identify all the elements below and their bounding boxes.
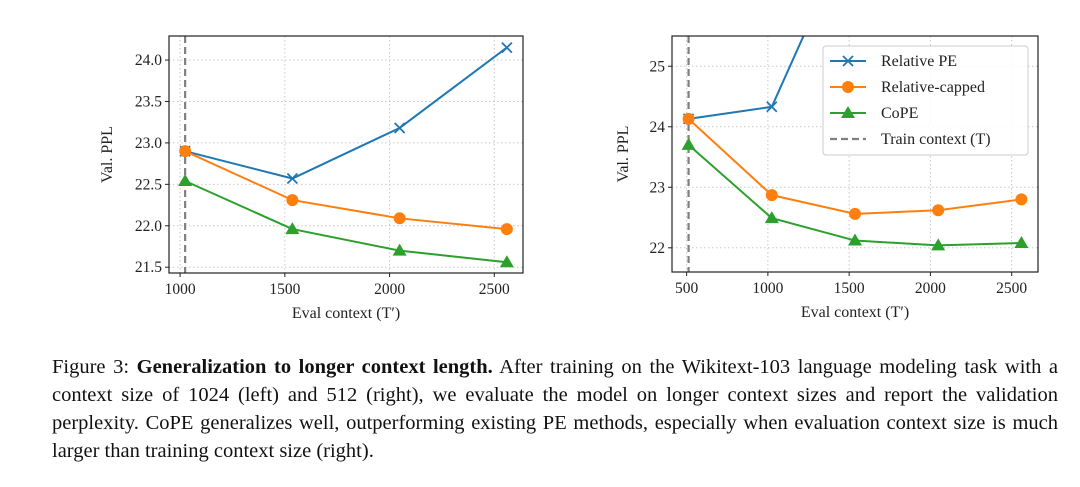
y-axis-label: Val. PPL bbox=[99, 126, 116, 183]
y-tick-label: 24.0 bbox=[135, 52, 162, 69]
legend-label: Train context (T) bbox=[881, 131, 991, 148]
x-tick-label: 2000 bbox=[915, 280, 946, 297]
data-point bbox=[500, 223, 513, 236]
data-point bbox=[932, 204, 945, 217]
y-tick-label: 23.0 bbox=[135, 135, 162, 152]
x-tick-label: 500 bbox=[675, 280, 699, 297]
data-point bbox=[1015, 193, 1028, 206]
data-point bbox=[179, 145, 192, 158]
x-axis-label: Eval context (T′) bbox=[292, 305, 400, 322]
x-tick-label: 1000 bbox=[165, 281, 196, 298]
data-point bbox=[1014, 235, 1029, 248]
legend-box bbox=[822, 45, 1029, 156]
data-point bbox=[501, 41, 513, 54]
axes-frame bbox=[168, 35, 524, 274]
caption-body: After training on the Wikitext-103 langu… bbox=[52, 356, 1059, 462]
x-tick-label: 2500 bbox=[996, 280, 1027, 297]
series-cope bbox=[178, 174, 514, 268]
data-point bbox=[393, 212, 406, 225]
data-point bbox=[931, 238, 946, 251]
data-point bbox=[286, 194, 299, 207]
series-line bbox=[687, 144, 1022, 247]
data-point bbox=[286, 172, 299, 185]
series-cope bbox=[681, 137, 1029, 251]
legend-marker bbox=[842, 81, 854, 93]
x-tick-label: 1500 bbox=[834, 280, 865, 297]
series-line bbox=[184, 180, 507, 264]
y-tick-label: 24 bbox=[650, 119, 666, 136]
data-point bbox=[765, 189, 778, 202]
data-point bbox=[682, 112, 695, 125]
y-tick-label: 22.5 bbox=[135, 176, 162, 193]
y-tick-label: 23 bbox=[650, 179, 666, 196]
x-tick-label: 2000 bbox=[374, 281, 405, 298]
chart-right: 500 1000 1500 2000 2500 22 23 24 25 Eval context … bbox=[615, 35, 1039, 321]
y-tick-label: 22 bbox=[650, 240, 666, 257]
data-point bbox=[764, 211, 779, 224]
caption-label: Figure 3: bbox=[52, 356, 130, 378]
axes-frame bbox=[671, 35, 1039, 273]
series-relative-capped bbox=[179, 145, 513, 236]
series-line bbox=[184, 150, 507, 231]
legend-label: Relative-capped bbox=[881, 79, 985, 96]
data-point bbox=[766, 101, 778, 113]
y-tick-label: 22.0 bbox=[135, 218, 162, 235]
plot-area bbox=[178, 41, 514, 268]
series-relative-pe bbox=[179, 41, 513, 185]
x-tick-label: 1500 bbox=[269, 281, 300, 298]
series-line bbox=[184, 46, 508, 180]
data-point bbox=[499, 255, 514, 268]
legend-marker bbox=[842, 55, 854, 67]
legend-label: Relative PE bbox=[881, 53, 957, 70]
data-point bbox=[681, 137, 696, 150]
x-tick-label: 1000 bbox=[752, 280, 783, 297]
data-point bbox=[849, 207, 861, 220]
chart-left: 1000 1500 2000 2500 21.5 22.0 22.5 23.0 23.5 24.0… bbox=[99, 35, 524, 322]
legend: Relative PE Relative-capped CoPE Train cont… bbox=[822, 45, 1029, 156]
y-tick-label: 25 bbox=[650, 58, 666, 75]
data-point bbox=[392, 243, 407, 256]
x-axis-label: Eval context (T′) bbox=[801, 304, 909, 321]
x-tick-label: 2500 bbox=[479, 281, 510, 298]
series-relative-capped bbox=[682, 112, 1028, 220]
data-point bbox=[848, 233, 862, 246]
y-tick-label: 23.5 bbox=[135, 93, 162, 110]
legend-label: CoPE bbox=[881, 105, 918, 122]
figure: 1000 1500 2000 2500 21.5 22.0 22.5 23.0 23.5 24.0… bbox=[99, 35, 1039, 322]
y-tick-label: 21.5 bbox=[135, 259, 162, 276]
caption-title: Generalization to longer context length. bbox=[136, 356, 493, 378]
data-point bbox=[285, 222, 300, 235]
y-axis-label: Val. PPL bbox=[615, 126, 632, 183]
figure-caption: Figure 3: Generalization to longer conte… bbox=[52, 353, 1058, 465]
legend-marker bbox=[841, 106, 855, 118]
data-point bbox=[178, 174, 193, 187]
plot-area bbox=[681, 36, 1029, 251]
data-point bbox=[393, 122, 406, 134]
